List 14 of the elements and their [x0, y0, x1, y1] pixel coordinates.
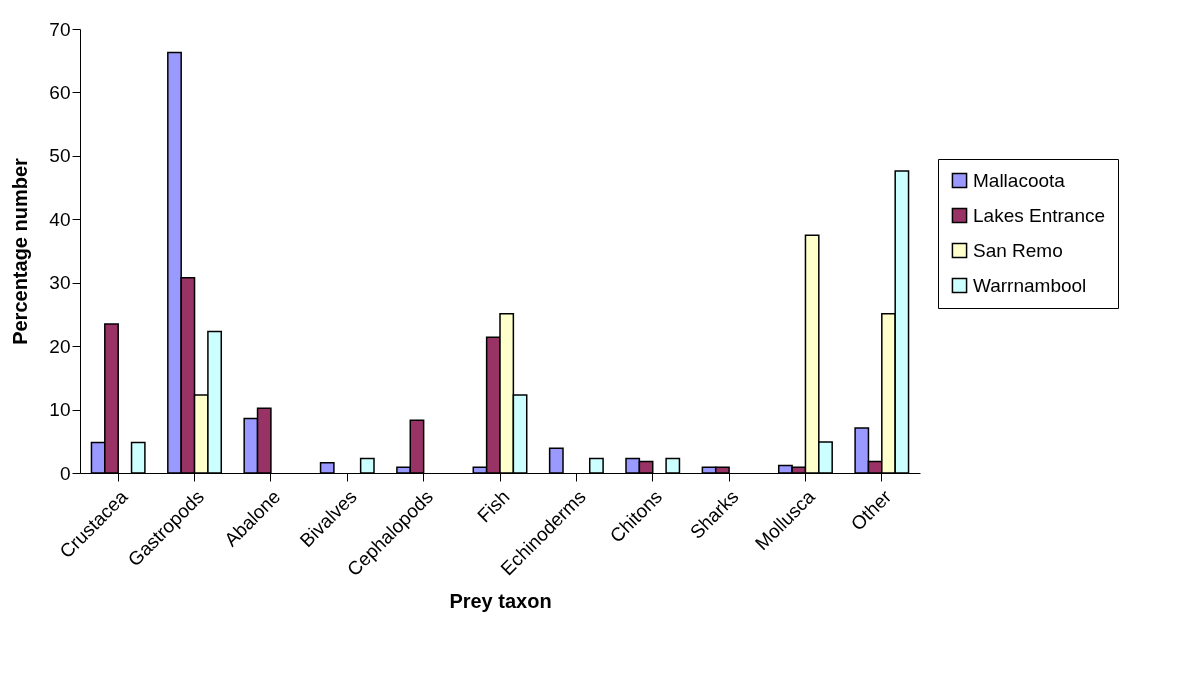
x-axis-title: Prey taxon: [449, 590, 552, 613]
y-tick-label: 70: [49, 18, 71, 40]
legend-label: Lakes Entrance: [973, 204, 1106, 226]
legend-label: Warrnambool: [973, 274, 1087, 296]
y-tick-label: 0: [59, 462, 71, 484]
y-tick-label: 50: [49, 145, 71, 167]
y-tick-label: 10: [49, 399, 71, 421]
y-tick-label: 40: [49, 208, 71, 230]
y-axis-title: Percentage number: [9, 157, 32, 345]
y-tick-label: 60: [49, 81, 71, 103]
y-tick-label: 20: [49, 335, 71, 357]
legend-label: San Remo: [973, 239, 1063, 261]
legend-label: Mallacoota: [973, 169, 1066, 191]
y-tick-label: 30: [49, 272, 71, 294]
